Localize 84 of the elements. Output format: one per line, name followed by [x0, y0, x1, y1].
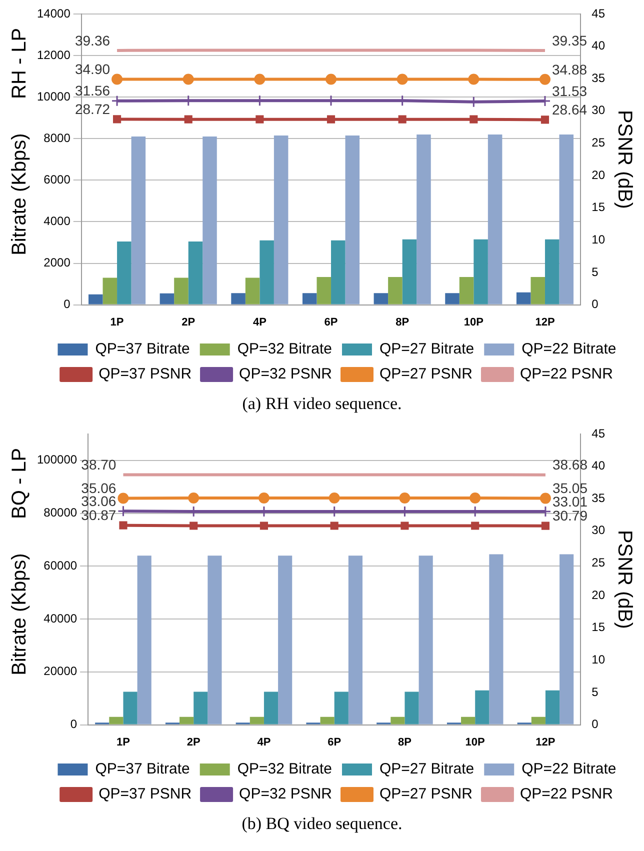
legend-label: QP=32 Bitrate [237, 340, 332, 358]
data-label: 30.79 [552, 508, 588, 524]
x-tick-label: 2P [182, 316, 196, 328]
data-label: 34.90 [74, 61, 110, 78]
y-tick-label: 2000 [44, 256, 71, 270]
y-tick-label: 10000 [36, 89, 71, 104]
text: (b) BQ video sequence. [240, 813, 404, 835]
data-label: 38.68 [552, 456, 588, 473]
legend-label: QP=37 PSNR [98, 786, 192, 803]
legend-label: QP=27 PSNR [380, 786, 473, 803]
y2-tick-label: 5 [592, 264, 599, 279]
y2-tick-label: 45 [592, 6, 606, 20]
text: (a) RH video sequence. [241, 393, 403, 415]
y2-tick-label: 15 [592, 200, 606, 214]
y2-tick-label: 5 [592, 684, 599, 699]
y2-tick-label: 45 [592, 426, 606, 440]
legend-label: QP=37 Bitrate [95, 340, 190, 358]
legend-label: QP=27 PSNR [380, 366, 473, 383]
legend-label: QP=32 Bitrate [237, 760, 332, 778]
data-label: 39.36 [74, 32, 110, 48]
x-tick-label: 2P [186, 736, 200, 748]
legend-label: QP=37 PSNR [98, 366, 192, 383]
y-tick-label: 0 [70, 717, 78, 732]
legend-label: QP=37 Bitrate [95, 760, 190, 778]
x-tick-label: 4P [252, 316, 266, 328]
x-tick-label: 12P [536, 736, 556, 748]
legend-label: QP=32 PSNR [239, 786, 332, 803]
data-label: 39.35 [552, 32, 588, 48]
y-axis-title: Bitrate (Kbps) [8, 133, 31, 256]
data-label: 38.70 [81, 456, 116, 473]
x-tick-label: 8P [398, 736, 412, 748]
data-label: 30.87 [81, 507, 116, 524]
y2-tick-label: 25 [592, 556, 606, 570]
y2-tick-label: 35 [592, 70, 606, 85]
y2-tick-label: 40 [592, 458, 606, 473]
data-label: 31.56 [74, 82, 110, 99]
y2-axis-title: PSNR (dB) [613, 110, 636, 209]
y2-tick-label: 0 [592, 717, 599, 732]
x-tick-label: 10P [465, 736, 485, 748]
y-tick-label: 80000 [44, 506, 78, 520]
y2-tick-label: 15 [592, 620, 606, 634]
y-tick-label: 20000 [44, 664, 78, 678]
y2-tick-label: 30 [592, 523, 606, 538]
y2-tick-label: 10 [592, 232, 606, 246]
y2-tick-label: 30 [592, 103, 606, 118]
data-label: 28.64 [552, 102, 588, 118]
data-label: 34.88 [552, 61, 588, 78]
legend-label: QP=27 Bitrate [380, 760, 474, 778]
y2-tick-label: 0 [592, 297, 599, 312]
y-tick-label: 12000 [36, 48, 71, 62]
y2-tick-label: 20 [592, 168, 606, 182]
text: RH - LP [8, 28, 31, 99]
y-tick-label: 6000 [44, 172, 71, 186]
legend-label: QP=22 Bitrate [522, 760, 616, 778]
y2-tick-label: 40 [592, 38, 606, 53]
y-tick-label: 100000 [36, 452, 78, 467]
x-tick-label: 10P [464, 316, 484, 328]
y2-tick-label: 10 [592, 652, 606, 666]
y-tick-label: 40000 [44, 611, 78, 626]
y-axis-title: Bitrate (Kbps) [8, 553, 31, 676]
y-tick-label: 0 [64, 297, 71, 312]
legend-label: QP=22 Bitrate [522, 340, 616, 358]
data-label: 28.72 [74, 101, 110, 118]
legend-label: QP=22 PSNR [520, 366, 614, 383]
x-tick-label: 1P [110, 316, 124, 328]
x-tick-label: 4P [257, 736, 271, 748]
y2-tick-label: 25 [592, 136, 606, 150]
y-tick-label: 4000 [44, 214, 71, 228]
y2-tick-label: 20 [592, 588, 606, 602]
x-tick-label: 6P [328, 736, 342, 748]
x-tick-label: 1P [116, 736, 130, 748]
x-tick-label: 12P [535, 316, 555, 328]
x-tick-label: 6P [324, 316, 338, 328]
x-tick-label: 8P [396, 316, 410, 328]
text: BQ - LP [8, 448, 31, 520]
y2-axis-title: PSNR (dB) [613, 530, 636, 629]
legend-label: QP=22 PSNR [520, 786, 614, 803]
y-tick-label: 8000 [44, 130, 71, 145]
y-tick-label: 14000 [36, 6, 71, 20]
legend-label: QP=27 Bitrate [380, 340, 474, 358]
y2-tick-label: 35 [592, 490, 606, 505]
y-tick-label: 60000 [44, 558, 78, 572]
legend-label: QP=32 PSNR [239, 366, 332, 383]
data-label: 31.53 [552, 82, 588, 99]
